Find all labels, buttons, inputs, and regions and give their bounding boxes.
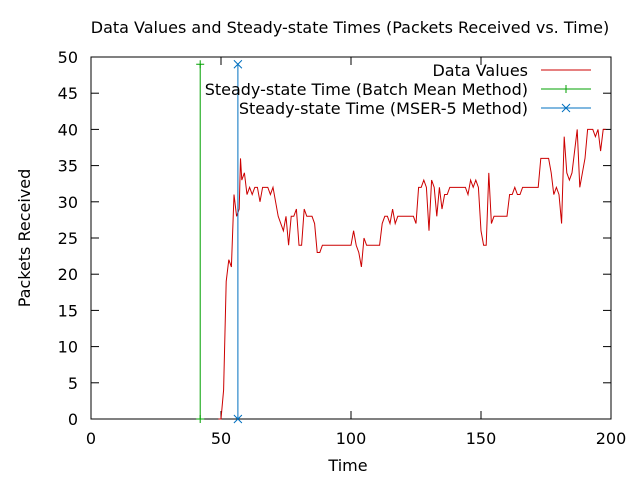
series-1 bbox=[196, 60, 205, 423]
series-point bbox=[196, 415, 205, 423]
y-tick-label: 45 bbox=[58, 84, 78, 103]
series-layer bbox=[196, 59, 606, 424]
y-tick-label: 0 bbox=[68, 410, 78, 429]
x-tick-label: 100 bbox=[336, 429, 367, 448]
legend-label: Steady-state Time (Batch Mean Method) bbox=[205, 80, 528, 99]
series-2 bbox=[233, 59, 243, 424]
y-tick-label: 10 bbox=[58, 338, 78, 357]
x-axis: 0 50 100 150 200 bbox=[86, 57, 626, 448]
series-point bbox=[196, 60, 205, 69]
x-axis-label: Time bbox=[327, 456, 367, 475]
series-0 bbox=[218, 128, 606, 420]
y-tick-label: 15 bbox=[58, 301, 78, 320]
y-tick-label: 20 bbox=[58, 265, 78, 284]
legend-marker bbox=[562, 85, 570, 93]
x-tick-label: 50 bbox=[211, 429, 231, 448]
y-tick-label: 40 bbox=[58, 120, 78, 139]
x-tick-label: 0 bbox=[86, 429, 96, 448]
y-axis: 0 5 10 15 20 25 30 35 40 45 50 bbox=[58, 48, 611, 429]
series-point bbox=[233, 414, 243, 424]
x-tick-label: 200 bbox=[596, 429, 627, 448]
legend-label: Data Values bbox=[432, 61, 528, 80]
y-tick-label: 35 bbox=[58, 157, 78, 176]
y-tick-label: 30 bbox=[58, 193, 78, 212]
x-tick-label: 150 bbox=[466, 429, 497, 448]
legend-marker bbox=[561, 103, 571, 113]
series-point bbox=[233, 59, 243, 69]
y-axis-label: Packets Received bbox=[15, 169, 34, 308]
y-tick-label: 5 bbox=[68, 374, 78, 393]
chart-title: Data Values and Steady-state Times (Pack… bbox=[91, 18, 610, 37]
y-tick-label: 25 bbox=[58, 229, 78, 248]
series-line bbox=[218, 128, 606, 420]
legend-label: Steady-state Time (MSER-5 Method) bbox=[239, 99, 528, 118]
y-tick-label: 50 bbox=[58, 48, 78, 67]
